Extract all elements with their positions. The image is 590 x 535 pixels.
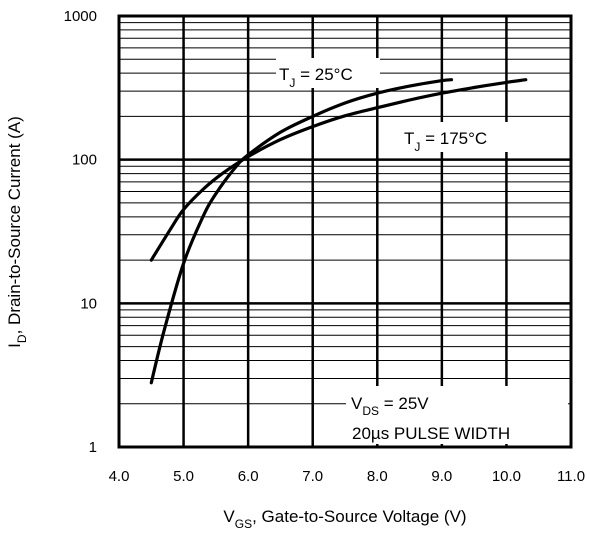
series-label-175c-sub: J xyxy=(414,140,420,154)
y-tick-label: 1000 xyxy=(64,8,97,25)
curve-tj-25c xyxy=(149,78,454,385)
x-axis-label-sub: GS xyxy=(235,517,252,531)
y-tick-label: 100 xyxy=(72,152,97,169)
x-tick-label: 8.0 xyxy=(367,468,388,485)
series-label-175c-rest: = 175°C xyxy=(420,129,487,148)
vds-rest: = 25V xyxy=(379,394,429,413)
series-label-175c: TJ = 175°C xyxy=(400,122,518,154)
svg-text:TJ = 175°C: TJ = 175°C xyxy=(404,129,487,154)
series-label-25c-sub: J xyxy=(289,76,295,90)
x-axis-label: VGS, Gate-to-Source Voltage (V) xyxy=(223,507,466,531)
series-label-25c: TJ = 25°C xyxy=(276,58,380,90)
series-label-25c-rest: = 25°C xyxy=(295,65,352,84)
y-tick-label: 1 xyxy=(89,439,97,456)
series-label-25c-prefix: T xyxy=(279,65,289,84)
series-label-175c-prefix: T xyxy=(404,129,414,148)
x-tick-labels: 4.0 5.0 6.0 7.0 8.0 9.0 10.0 11.0 xyxy=(109,468,585,485)
y-tick-labels: 1 10 100 1000 xyxy=(64,8,97,456)
x-tick-label: 6.0 xyxy=(238,468,259,485)
y-axis-label-rest: , Drain-to-Source Current (A) xyxy=(5,116,24,334)
data-curves xyxy=(149,78,528,385)
x-tick-label: 7.0 xyxy=(302,468,323,485)
y-axis-label: ID, Drain-to-Source Current (A) xyxy=(5,116,29,348)
x-axis-label-rest: , Gate-to-Source Voltage (V) xyxy=(252,507,467,526)
x-tick-label: 10.0 xyxy=(492,468,521,485)
svg-text:VDS = 25V: VDS = 25V xyxy=(351,394,429,418)
x-axis-label-prefix: V xyxy=(223,507,235,526)
x-tick-label: 4.0 xyxy=(109,468,130,485)
x-tick-label: 5.0 xyxy=(173,468,194,485)
curve-tj-175c xyxy=(149,78,528,262)
plot-frame xyxy=(117,14,573,449)
y-axis-label-sub: D xyxy=(15,334,29,343)
vds-prefix: V xyxy=(351,394,363,413)
x-tick-label: 11.0 xyxy=(557,468,585,485)
test-conditions-annotation: VDS = 25V 20µs PULSE WIDTH xyxy=(346,386,568,444)
grid-lines xyxy=(119,16,571,447)
vds-sub: DS xyxy=(362,404,379,418)
svg-text:TJ = 25°C: TJ = 25°C xyxy=(279,65,353,90)
y-axis-label-prefix: I xyxy=(5,343,24,348)
x-tick-label: 9.0 xyxy=(431,468,452,485)
y-tick-label: 10 xyxy=(80,295,97,312)
pulse-width-label: 20µs PULSE WIDTH xyxy=(352,424,510,443)
